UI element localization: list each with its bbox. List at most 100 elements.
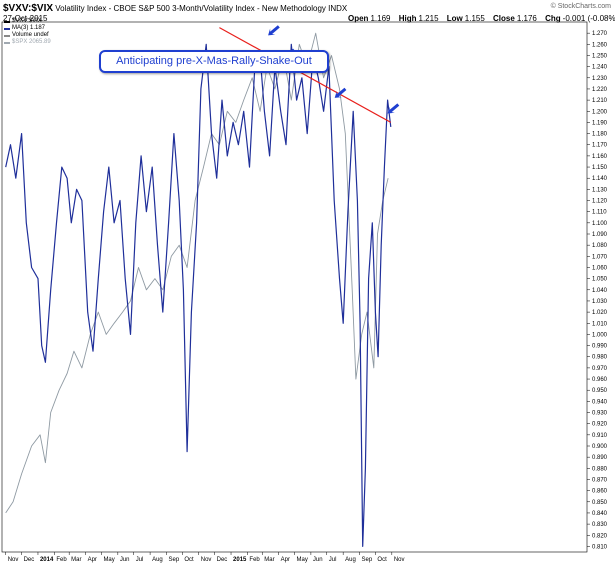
- legend-item: Volume undef: [4, 32, 51, 39]
- y-tick-label: 1.050: [592, 277, 608, 283]
- arrow-icon: [387, 103, 400, 114]
- arrow-shape: [268, 25, 280, 36]
- y-axis: 0.810 0.820 0.830 0.840 0.850 0.860 0.870 0.880…: [592, 31, 608, 550]
- x-tick-label: Aug: [345, 557, 356, 563]
- high-label: High: [398, 14, 417, 23]
- y-tick-label: 1.080: [592, 243, 608, 249]
- y-tick-label: 0.990: [592, 344, 608, 350]
- legend-label: MA(3) 1.187: [12, 25, 46, 31]
- x-tick-label: Nov: [394, 557, 405, 563]
- y-tick-label: 1.020: [592, 310, 608, 316]
- y-tick-label: 0.850: [592, 500, 608, 506]
- x-tick-label: 2014: [40, 557, 54, 563]
- y-tick-label: 1.270: [592, 31, 608, 37]
- y-tick-label: 0.930: [592, 411, 608, 417]
- x-tick-label: Sep: [362, 557, 373, 563]
- high-value: 1.215: [418, 14, 439, 23]
- y-tick-label: 1.170: [592, 143, 608, 149]
- y-tick-label: 1.100: [592, 221, 608, 227]
- y-tick-label: 0.920: [592, 422, 608, 428]
- y-tick-label: 1.010: [592, 321, 608, 327]
- x-tick-label: Nov: [8, 557, 19, 563]
- watermark: © StockCharts.com: [550, 3, 611, 10]
- y-tick-label: 0.900: [592, 444, 608, 450]
- chg-label: Chg: [545, 14, 561, 23]
- x-tick-label: 2015: [233, 557, 247, 563]
- legend-swatch: [4, 20, 10, 23]
- exchange: INDX: [328, 4, 348, 13]
- open-value: 1.169: [370, 14, 391, 23]
- legend-item: $SPX 2065.89: [4, 39, 51, 46]
- legend-swatch: [4, 27, 10, 30]
- y-tick-label: 1.030: [592, 299, 608, 305]
- y-tick-label: 1.060: [592, 265, 608, 271]
- arrow-shape: [387, 103, 400, 114]
- y-tick-label: 1.220: [592, 87, 608, 93]
- y-tick-label: 1.140: [592, 176, 608, 182]
- y-tick-label: 1.260: [592, 42, 608, 48]
- y-tick-label: 1.180: [592, 132, 608, 138]
- y-tick-label: 1.210: [592, 98, 608, 104]
- ma-series: [5, 43, 392, 548]
- y-tick-label: 1.090: [592, 232, 608, 238]
- x-tick-label: Sep: [168, 557, 179, 563]
- y-tick-label: 0.960: [592, 377, 608, 383]
- arrow-icon: [268, 25, 280, 36]
- close-value: 1.176: [516, 14, 537, 23]
- spx-series: [5, 32, 389, 514]
- x-tick-label: Jun: [313, 557, 323, 563]
- spx-line: [5, 32, 389, 514]
- chg-value: -0.001 (-0.08%): [562, 14, 615, 23]
- legend-label: Volume undef: [12, 32, 49, 38]
- x-tick-label: Jul: [329, 557, 337, 563]
- legend-swatch: [4, 34, 10, 37]
- x-tick-label: Dec: [24, 557, 35, 563]
- trendline: [219, 27, 392, 123]
- y-tick-label: 0.820: [592, 533, 608, 539]
- x-axis: Nov Dec 2014 Feb Mar Apr May Jun Jul Aug Sep Oct Nov…: [8, 557, 405, 563]
- y-tick-label: 0.970: [592, 366, 608, 372]
- x-tick-label: Feb: [56, 557, 67, 563]
- close-label: Close: [493, 14, 515, 23]
- ohlc-readout: Open 1.169 High 1.215 Low 1.155 Close 1.176 …: [342, 14, 615, 23]
- x-tick-label: Jul: [136, 557, 144, 563]
- symbol: $VXV:$VIX: [3, 3, 54, 14]
- x-tick-label: Aug: [152, 557, 163, 563]
- plot-frame: [1, 21, 588, 553]
- y-tick-label: 0.830: [592, 522, 608, 528]
- arrow-shape: [334, 87, 347, 98]
- y-tick-label: 1.240: [592, 65, 608, 71]
- y-tick-label: 0.910: [592, 433, 608, 439]
- x-tick-label: Apr: [281, 557, 290, 563]
- low-value: 1.155: [464, 14, 485, 23]
- y-tick-label: 1.200: [592, 109, 608, 115]
- x-tick-label: Nov: [201, 557, 212, 563]
- open-label: Open: [348, 14, 369, 23]
- chart-header: $VXV:$VIX Volatility Index - CBOE S&P 50…: [3, 3, 347, 14]
- low-label: Low: [446, 14, 463, 23]
- y-tick-label: 1.160: [592, 154, 608, 160]
- legend-label: $SPX 2065.89: [12, 39, 51, 45]
- y-tick-label: 0.940: [592, 399, 608, 405]
- arrow-icon: [334, 87, 347, 98]
- y-tick-label: 0.880: [592, 466, 608, 472]
- grid: [5, 32, 590, 555]
- ma-line: [5, 43, 392, 548]
- y-tick-label: 0.980: [592, 355, 608, 361]
- annotation-box: Anticipating pre-X-Mas-Rally-Shake-Out: [99, 50, 329, 73]
- y-tick-label: 1.000: [592, 332, 608, 338]
- x-tick-label: Mar: [264, 557, 274, 563]
- x-tick-label: Apr: [88, 557, 97, 563]
- y-tick-label: 1.190: [592, 120, 608, 126]
- x-tick-label: Dec: [217, 557, 228, 563]
- trend-line: [219, 27, 392, 123]
- y-tick-label: 1.070: [592, 254, 608, 260]
- y-tick-label: 1.120: [592, 199, 608, 205]
- x-tick-label: Oct: [377, 557, 387, 563]
- legend-item: MA(3) 1.187: [4, 25, 51, 32]
- legend-label: $VXV:$VIX: [12, 18, 42, 24]
- y-tick-label: 1.150: [592, 165, 608, 171]
- y-tick-label: 1.040: [592, 288, 608, 294]
- y-tick-label: 1.110: [592, 210, 607, 216]
- y-tick-label: 0.890: [592, 455, 608, 461]
